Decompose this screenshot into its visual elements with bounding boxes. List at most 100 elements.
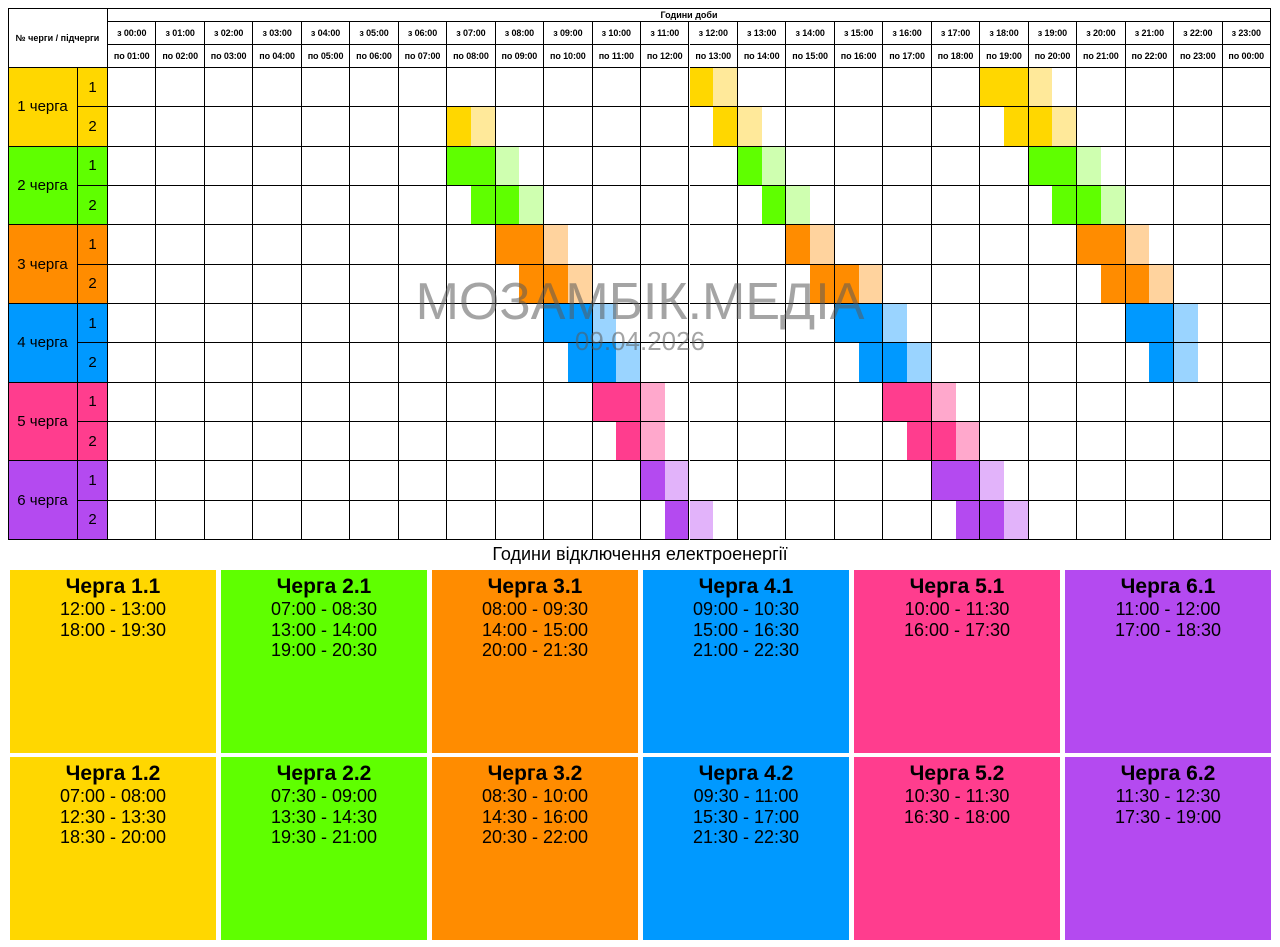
- time-slot-cell: [689, 382, 738, 422]
- time-slot-cell: [1174, 500, 1223, 540]
- hour-from-header: з 21:00: [1125, 22, 1175, 45]
- time-slot-cell: [737, 186, 787, 226]
- time-slot-cell: [1028, 461, 1078, 501]
- time-slot-cell: [1174, 146, 1223, 186]
- time-slot-cell: [1125, 304, 1175, 344]
- time-slot-cell: [737, 146, 787, 186]
- time-slot-cell: [108, 382, 157, 422]
- time-slot-cell: [398, 382, 448, 422]
- queue-label-label: 2 черга: [17, 176, 68, 194]
- time-slot-cell: [786, 107, 835, 147]
- time-slot-cell: [350, 500, 399, 540]
- card-title: Черга 5.1: [909, 575, 1005, 598]
- time-slot-cell: [495, 382, 545, 422]
- subqueue-label-label: 2: [88, 353, 97, 371]
- time-slot-cell: [447, 264, 496, 304]
- time-slot-cell: [350, 107, 399, 147]
- card-time-range: 19:00 - 20:30: [270, 640, 378, 660]
- card-time-range: 12:30 - 13:30: [59, 806, 167, 827]
- hour-to-header-label: по 03:00: [210, 51, 247, 61]
- time-slot-cell: [786, 225, 835, 265]
- time-slot-cell: [592, 107, 642, 147]
- time-slot-cell: [1125, 422, 1175, 462]
- time-slot-cell: [1174, 264, 1223, 304]
- outage-fill: [519, 264, 544, 303]
- time-slot-cell: [447, 186, 496, 226]
- card-time-range: 13:00 - 14:00: [270, 619, 378, 640]
- time-slot-cell: [447, 146, 496, 186]
- time-slot-cell: [786, 304, 835, 344]
- hour-from-header: з 15:00: [834, 22, 884, 45]
- outage-fill: [980, 461, 1004, 500]
- subqueue-label-label: 2: [88, 196, 97, 214]
- card-time-range: 14:00 - 15:00: [481, 619, 589, 640]
- time-slot-cell: [786, 264, 835, 304]
- time-slot-cell: [1125, 343, 1175, 383]
- hour-to-header-label: по 17:00: [889, 51, 925, 61]
- time-slot-cell: [544, 264, 593, 304]
- outage-fill: [544, 264, 568, 303]
- hour-to-header-label: по 12:00: [646, 51, 683, 61]
- time-slot-cell: [592, 382, 642, 422]
- hour-from-header-label: з 17:00: [940, 28, 971, 38]
- hour-to-header-label: по 02:00: [162, 51, 198, 61]
- time-slot-cell: [156, 264, 205, 304]
- queue-card: Черга 1.2 07:00 - 08:00 12:30 - 13:30 18:30…: [10, 757, 216, 940]
- time-slot-cell: [108, 343, 157, 383]
- time-slot-cell: [883, 500, 932, 540]
- hour-to-header: по 16:00: [834, 45, 884, 68]
- time-slot-cell: [1125, 500, 1175, 540]
- queue-card: Черга 4.2 09:30 - 11:00 15:30 - 17:00 21:30…: [643, 757, 849, 940]
- time-slot-cell: [495, 68, 545, 108]
- time-slot-cell: [1174, 382, 1223, 422]
- hour-to-header: по 17:00: [883, 45, 932, 68]
- card-time-range: 10:00 - 11:30: [904, 599, 1010, 619]
- hour-from-header-label: з 00:00: [117, 28, 147, 38]
- hour-to-header: по 23:00: [1174, 45, 1223, 68]
- hour-from-header-label: з 08:00: [504, 28, 535, 38]
- hour-to-header-label: по 07:00: [404, 51, 441, 61]
- time-slot-cell: [1028, 186, 1078, 226]
- time-slot-cell: [398, 225, 448, 265]
- time-slot-cell: [931, 500, 981, 540]
- queue-label: 1 черга: [8, 68, 78, 147]
- time-slot-cell: [398, 107, 448, 147]
- time-slot-cell: [1125, 68, 1175, 108]
- outage-fill: [1174, 343, 1198, 382]
- time-slot-cell: [1174, 343, 1223, 383]
- time-slot-cell: [447, 500, 496, 540]
- time-slot-cell: [301, 382, 351, 422]
- time-slot-cell: [1174, 304, 1223, 344]
- time-slot-cell: [350, 146, 399, 186]
- hour-from-header-label: з 07:00: [456, 28, 486, 38]
- subqueue-label-label: 1: [88, 78, 97, 96]
- time-slot-cell: [108, 68, 157, 108]
- hour-to-header: по 15:00: [786, 45, 835, 68]
- outage-fill: [1003, 500, 1028, 539]
- outage-fill: [495, 186, 520, 225]
- time-slot-cell: [398, 186, 448, 226]
- time-slot-cell: [931, 264, 981, 304]
- queue-card: Черга 2.2 07:30 - 09:00 13:30 - 14:30 19:30…: [221, 757, 427, 940]
- outage-fill: [907, 382, 931, 421]
- time-slot-cell: [350, 343, 399, 383]
- time-slot-cell: [980, 304, 1029, 344]
- time-slot-cell: [204, 107, 254, 147]
- time-slot-cell: [689, 343, 738, 383]
- hour-to-header: по 13:00: [689, 45, 738, 68]
- subqueue-label: 1: [78, 146, 108, 186]
- outage-fill: [713, 107, 737, 146]
- outage-fill: [761, 146, 786, 185]
- outage-fill: [1052, 186, 1077, 225]
- time-slot-cell: [253, 422, 302, 462]
- time-slot-cell: [1028, 264, 1078, 304]
- time-slot-cell: [980, 461, 1029, 501]
- time-slot-cell: [253, 225, 302, 265]
- time-slot-cell: [980, 264, 1029, 304]
- subqueue-label: 1: [78, 304, 108, 344]
- time-slot-cell: [737, 422, 787, 462]
- time-slot-cell: [931, 68, 981, 108]
- outage-fill: [1100, 225, 1125, 264]
- hour-from-header-label: з 05:00: [359, 28, 389, 38]
- corner-label: № черги / підчерги: [15, 32, 100, 43]
